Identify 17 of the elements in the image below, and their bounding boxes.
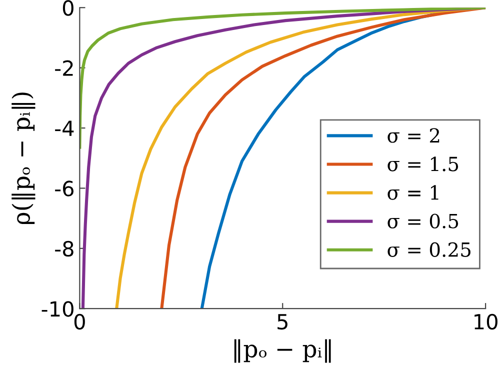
y-tick-label: -4 bbox=[55, 120, 74, 136]
y-tick-label: -6 bbox=[55, 180, 74, 196]
x-tick-label: 0 bbox=[74, 314, 85, 330]
line-series bbox=[80, 8, 486, 149]
y-tick-label: -2 bbox=[55, 60, 73, 76]
x-tick-label: 10 bbox=[474, 314, 498, 330]
x-axis-title: ‖pₒ − pᵢ‖ bbox=[234, 339, 331, 363]
legend-label: σ = 1.5 bbox=[388, 156, 458, 172]
legend-label: σ = 2 bbox=[388, 128, 440, 143]
y-tick-label: -10 bbox=[42, 301, 74, 317]
legend-label: σ = 0.5 bbox=[388, 214, 458, 228]
x-tick-label: 5 bbox=[278, 314, 288, 330]
y-tick-label: -8 bbox=[55, 240, 74, 257]
legend-label: σ = 1 bbox=[388, 185, 438, 200]
legend-label: σ = 0.25 bbox=[388, 242, 470, 257]
y-tick-label: 0 bbox=[62, 0, 74, 16]
y-axis-title: ρ(‖pₒ − pᵢ‖) bbox=[12, 92, 36, 224]
